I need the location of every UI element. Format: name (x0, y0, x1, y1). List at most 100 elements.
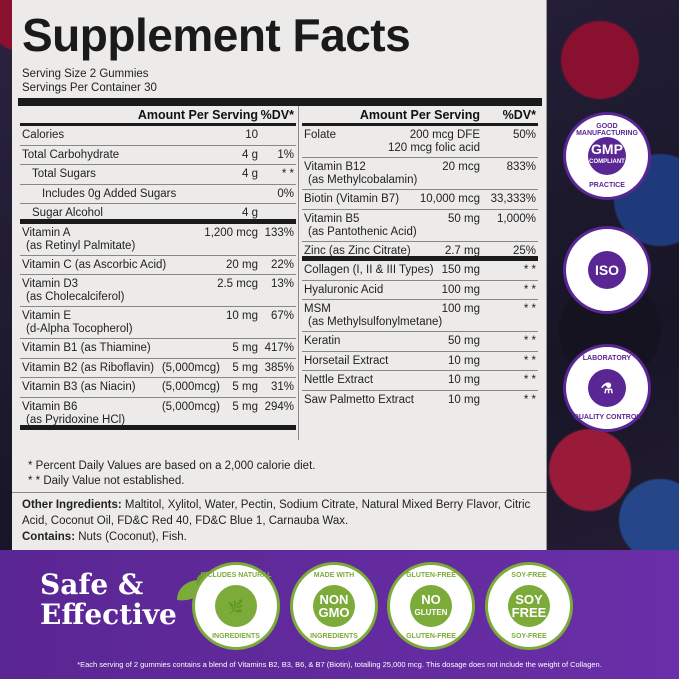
servings-per-container: Servings Per Container 30 (22, 82, 157, 94)
amount-secondary: 120 mcg folic acid (387, 142, 480, 154)
daily-value: 13% (270, 278, 294, 290)
seal-bottom-text: SOY-FREE (511, 633, 547, 640)
table-row: Includes 0g Added Sugars 0% (20, 185, 296, 204)
contains-label: Contains: (22, 531, 76, 543)
amount: 5 mg (232, 381, 258, 393)
amount: 5 mg (232, 400, 258, 413)
feature-seal: MADE WITH NON GMO INGREDIENTS (290, 562, 378, 650)
amount: 4 g (242, 168, 258, 180)
amount-header: Amount Per Serving (137, 108, 258, 122)
table-row: Zinc (as Zinc Citrate) 2.7 mg 25% (302, 242, 538, 261)
seal-center: NON (319, 592, 349, 607)
badge-center: ISO (594, 261, 620, 278)
table-row: Nettle Extract 10 mg * * (302, 371, 538, 391)
daily-value: * * (523, 264, 536, 276)
daily-value: 50% (512, 129, 536, 141)
nutrient-name: Vitamin B2 (as Riboflavin) (22, 361, 155, 374)
nutrient-name: Horsetail Extract (304, 354, 389, 367)
daily-value: 31% (270, 381, 294, 393)
table-row: Biotin (Vitamin B7) 10,000 mcg 33,333% (302, 190, 538, 210)
amount: 4 g (242, 148, 258, 161)
amount: 10 mg (448, 393, 480, 406)
seal-center-sub: FREE (511, 605, 547, 620)
badge-bottom-text: QUALITY CONTROL (573, 414, 641, 421)
table-row: Vitamin B6 (as Pyridoxine HCl) (5,000mcg) 5… (20, 398, 296, 430)
feature-seal: INCLUDES NATURAL 🌿 INGREDIENTS (192, 562, 280, 650)
amount: 50 mg (448, 335, 480, 347)
nutrient-source: (as Methylsulfonylmetane) (308, 316, 443, 328)
nutrient-name: Total Sugars (32, 168, 96, 180)
amount: 100 mg (441, 283, 480, 296)
dv-header: %DV* (260, 108, 294, 122)
nutrient-name: Saw Palmetto Extract (304, 393, 414, 406)
headline-line2: Effective (40, 598, 177, 631)
certification-badge: ISO (563, 226, 651, 314)
mcg-amount: (5,000mcg) (161, 381, 220, 393)
nutrient-name: Vitamin E (22, 310, 72, 322)
nutrient-name: Vitamin B6 (22, 400, 78, 413)
daily-value: 385% (264, 361, 294, 374)
nutrient-name: Total Carbohydrate (22, 148, 120, 161)
seal-center: SOY (515, 592, 543, 607)
nutrient-name: Zinc (as Zinc Citrate) (304, 244, 411, 257)
nutrient-source: (as Retinyl Palmitate) (26, 239, 136, 252)
seal-top-text: INCLUDES NATURAL (200, 572, 272, 579)
divider (12, 492, 547, 493)
nutrient-name: Includes 0g Added Sugars (42, 187, 177, 200)
left-nutrient-table: Amount Per Serving %DV* Calories 10 Total … (20, 106, 296, 430)
daily-value: * * (523, 374, 536, 386)
table-row: Calories 10 (20, 126, 296, 146)
seal-bottom-text: INGREDIENTS (310, 633, 358, 640)
daily-value: 417% (264, 342, 294, 354)
amount: 2.5 mcg (217, 278, 258, 290)
nutrient-source: (as Pantothenic Acid) (308, 225, 417, 238)
amount: 10,000 mcg (419, 193, 480, 205)
daily-value: * * (523, 303, 536, 315)
daily-value: 0% (277, 187, 294, 200)
amount: 10 mg (448, 354, 480, 367)
amount: 10 (245, 129, 258, 141)
daily-value: 25% (512, 244, 536, 257)
amount: 4 g (242, 207, 258, 219)
nutrient-name: Vitamin A (22, 226, 71, 239)
amount: 5 mg (232, 342, 258, 354)
daily-value: 67% (270, 310, 294, 322)
nutrient-name: Vitamin B1 (as Thiamine) (22, 342, 151, 354)
amount: 5 mg (232, 361, 258, 374)
amount: 20 mcg (442, 161, 480, 173)
badge-bottom-text: PRACTICE (589, 182, 625, 189)
page-title: Supplement Facts (22, 9, 411, 61)
seal-top-text: MADE WITH (313, 572, 355, 579)
daily-value: * * (523, 354, 536, 367)
daily-value: * * (523, 335, 536, 347)
nutrient-source: (as Pyridoxine HCl) (26, 413, 126, 426)
nutrient-name: Biotin (Vitamin B7) (304, 193, 400, 205)
feature-seal: GLUTEN-FREE NO GLUTEN GLUTEN-FREE (387, 562, 475, 650)
nutrient-source: (d-Alpha Tocopherol) (26, 323, 133, 335)
serving-size: Serving Size 2 Gummies (22, 68, 149, 80)
badge-center: ⚗ (600, 379, 614, 396)
daily-value: * * (523, 283, 536, 296)
dv-header: %DV* (502, 108, 536, 122)
other-ingredients-text: Maltitol, Xylitol, Water, Pectin, Sodium… (22, 499, 531, 527)
badge-center: GMP (591, 141, 623, 157)
nutrient-source: (as Methylcobalamin) (308, 174, 418, 186)
nutrient-name: MSM (304, 303, 331, 315)
table-row: Vitamin B12 (as Methylcobalamin) 20 mcg 833… (302, 158, 538, 190)
table-row: Vitamin D3 (as Cholecalciferol) 2.5 mcg 13% (20, 275, 296, 307)
table-row: Vitamin C (as Ascorbic Acid) 20 mg 22% (20, 256, 296, 275)
daily-value: 833% (506, 161, 536, 173)
table-header: Amount Per Serving %DV* (20, 106, 296, 126)
feature-seal: SOY-FREE SOY FREE SOY-FREE (485, 562, 573, 650)
table-row: Sugar Alcohol 4 g (20, 204, 296, 224)
table-row: Horsetail Extract 10 mg * * (302, 352, 538, 371)
table-row: MSM (as Methylsulfonylmetane) 100 mg * * (302, 300, 538, 332)
other-ingredients: Other Ingredients: Maltitol, Xylitol, Wa… (22, 497, 542, 529)
nutrient-name: Vitamin C (as Ascorbic Acid) (22, 258, 167, 271)
nutrient-name: Folate (304, 129, 336, 141)
nutrient-name: Keratin (304, 335, 341, 347)
daily-value: 294% (264, 400, 294, 413)
seal-center-sub: GLUTEN (414, 608, 448, 617)
seal-top-text: GLUTEN-FREE (406, 572, 456, 579)
seal-center: 🌿 (227, 598, 245, 614)
